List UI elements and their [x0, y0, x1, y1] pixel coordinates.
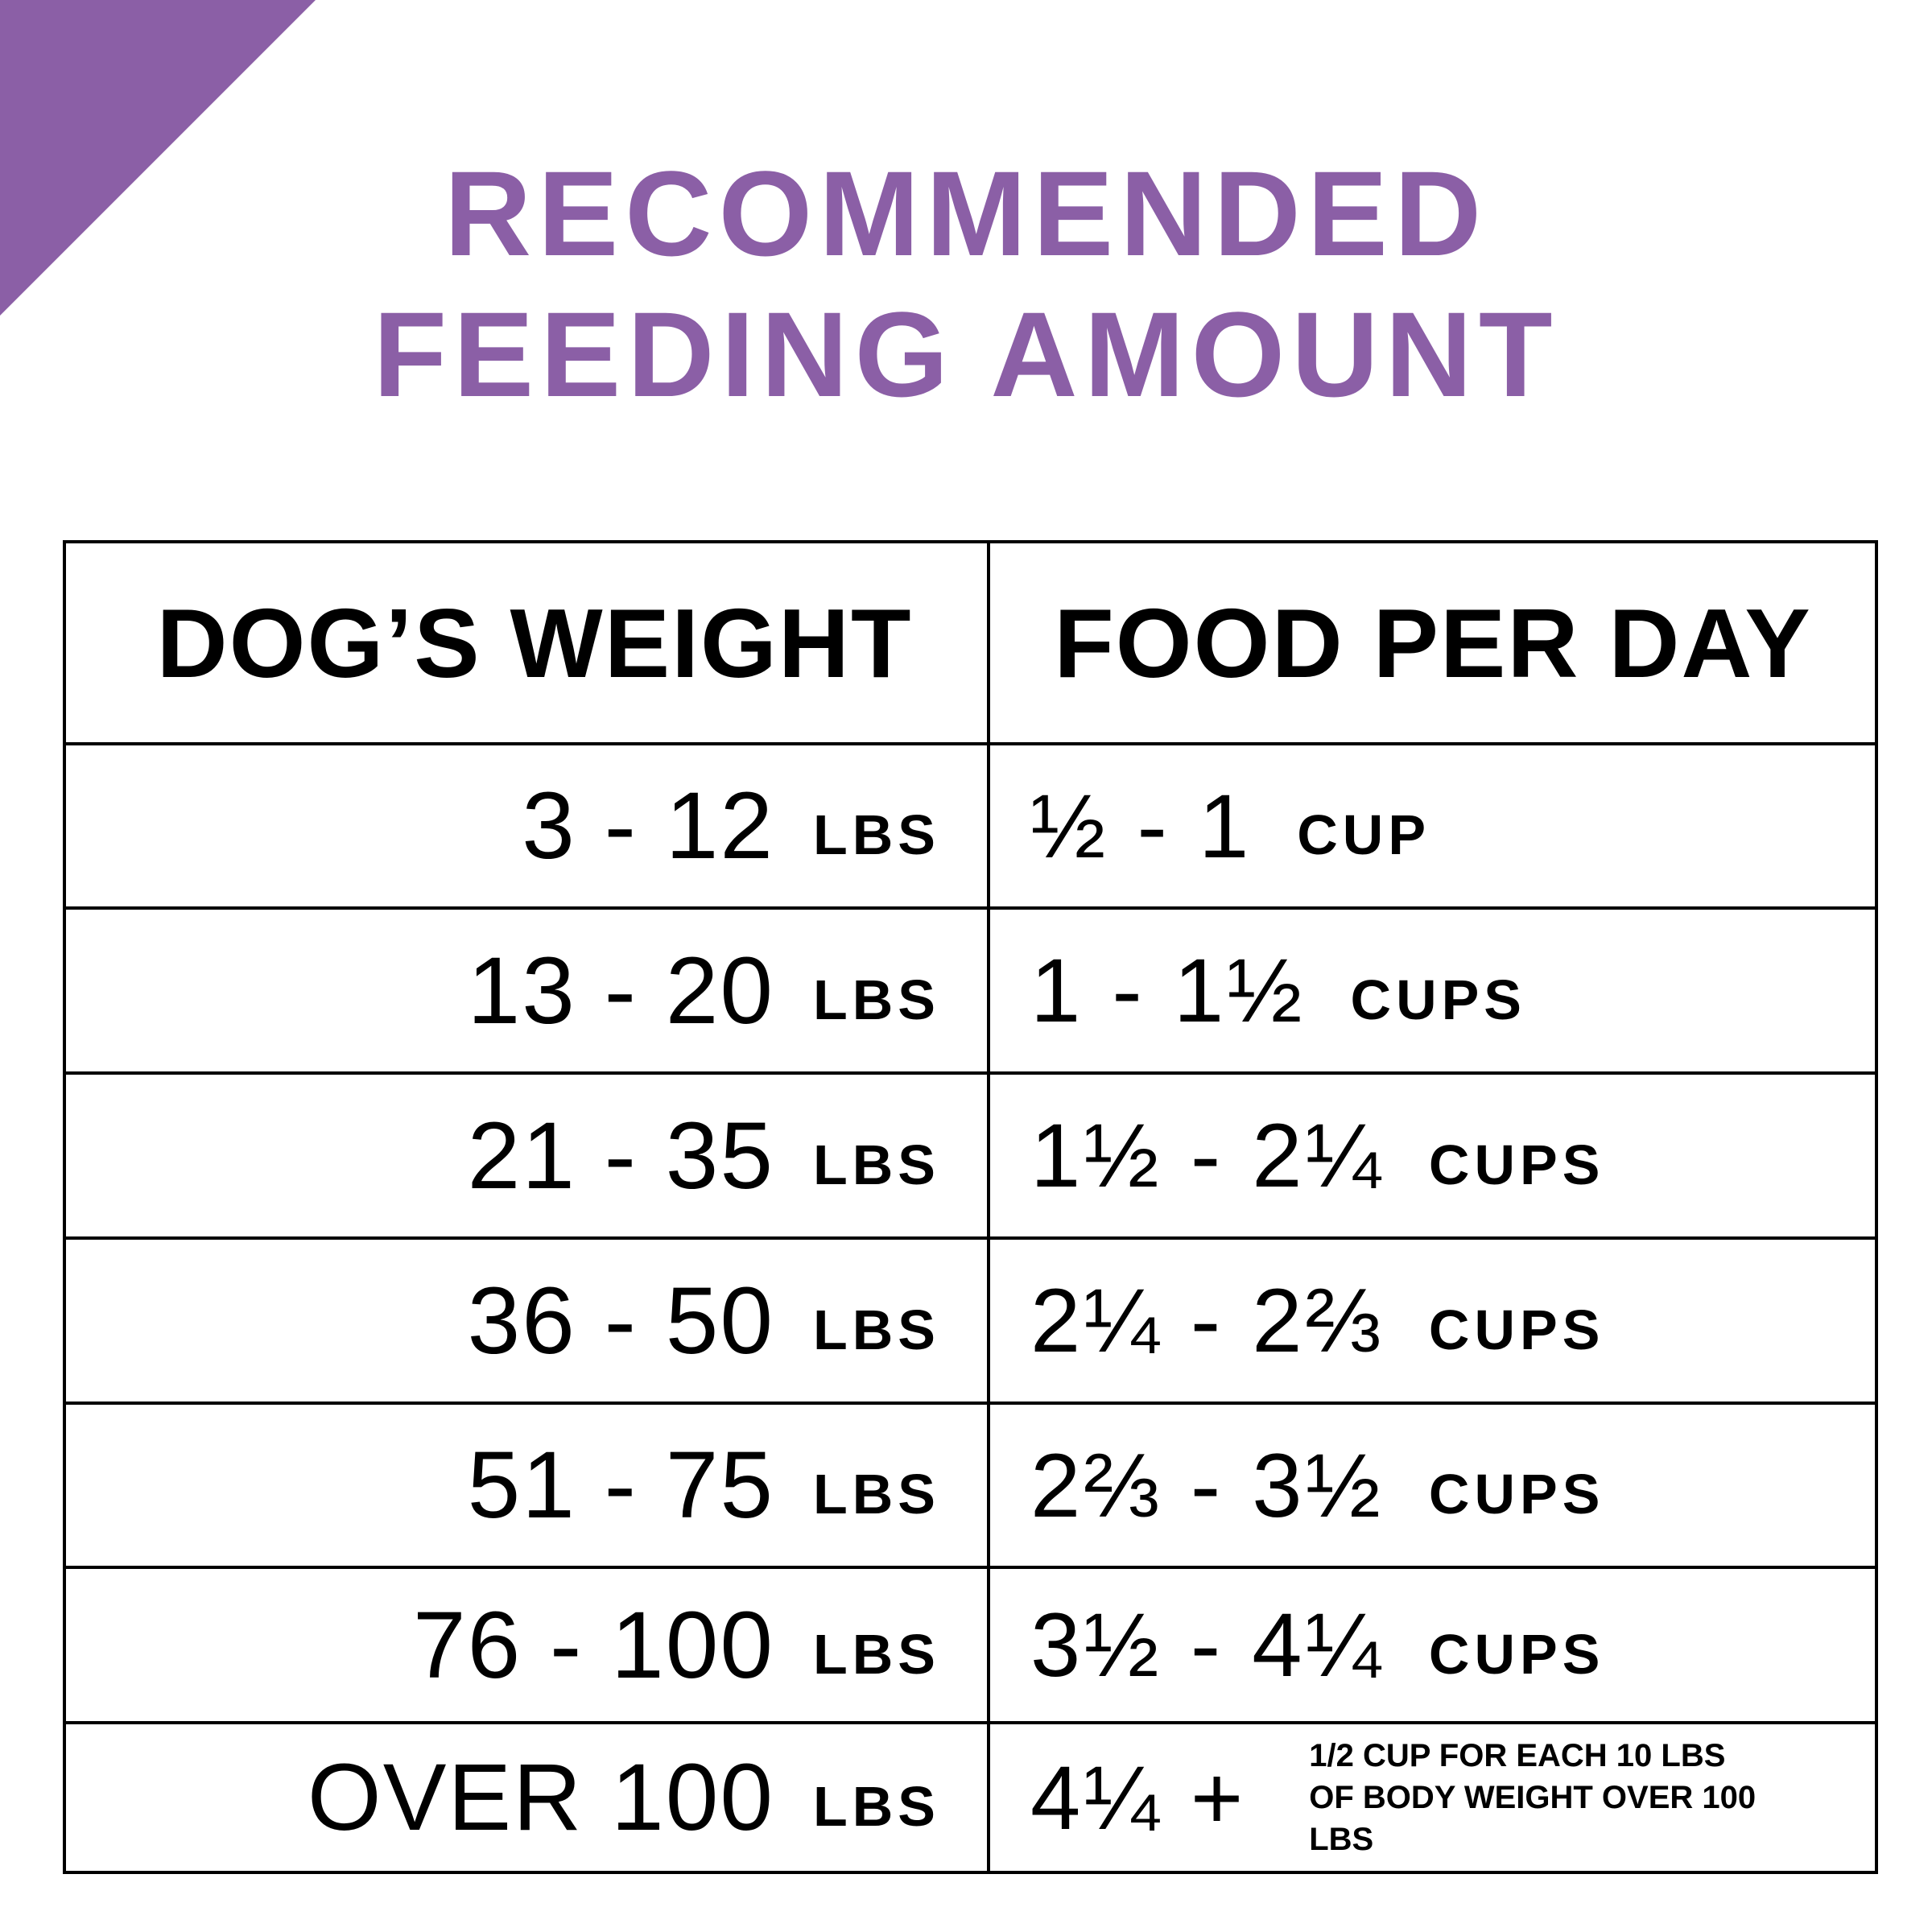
table-row-weight: 36 - 50 LBS [66, 1240, 940, 1402]
row-divider [66, 1721, 1875, 1724]
title-line-2: FEEDING AMOUNT [373, 287, 1559, 422]
title-line-1: RECOMMENDED [444, 146, 1488, 281]
table-row-food: 1½ - 2¼ CUPS [1030, 1075, 1868, 1236]
table-row-food: 4¼ + 1/2 CUP FOR EACH 10 LBS OF BODY WEI… [1030, 1724, 1868, 1871]
header-food-per-day: FOOD PER DAY [1054, 588, 1812, 698]
food-amount: 4¼ + [1030, 1747, 1247, 1848]
row-divider [66, 1236, 1875, 1240]
weight-range: 13 - 20 [467, 937, 774, 1044]
weight-unit: LBS [813, 1775, 940, 1838]
weight-unit: LBS [813, 1622, 940, 1686]
row-divider [66, 1071, 1875, 1075]
weight-range: 51 - 75 [467, 1432, 774, 1538]
weight-range: OVER 100 [307, 1744, 774, 1851]
table-row-weight: 76 - 100 LBS [66, 1569, 940, 1721]
food-amount: 1½ - 2¼ [1030, 1105, 1384, 1206]
row-divider [66, 1566, 1875, 1569]
table-row-food: ½ - 1 CUP [1030, 745, 1868, 906]
weight-range: 36 - 50 [467, 1267, 774, 1374]
row-divider [66, 906, 1875, 910]
table-row-food: 1 - 1½ CUPS [1030, 910, 1868, 1071]
food-unit: CUPS [1428, 1298, 1605, 1361]
food-unit: CUPS [1350, 968, 1526, 1031]
food-amount: 1 - 1½ [1030, 940, 1306, 1041]
weight-range: 3 - 12 [522, 773, 774, 879]
weight-unit: LBS [813, 1463, 940, 1525]
table-row-weight: 3 - 12 LBS [66, 745, 940, 906]
table-row-food: 2¼ - 2⅔ CUPS [1030, 1240, 1868, 1402]
table-row-food: 2⅔ - 3½ CUPS [1030, 1405, 1868, 1566]
table-row-food: 3½ - 4¼ CUPS [1030, 1569, 1868, 1721]
header-dogs-weight: DOG’S WEIGHT [156, 588, 913, 698]
food-amount: 3½ - 4¼ [1030, 1595, 1384, 1695]
food-note: 1/2 CUP FOR EACH 10 LBS OF BODY WEIGHT O… [1309, 1738, 1757, 1857]
weight-range: 21 - 35 [467, 1102, 774, 1209]
food-unit: CUPS [1428, 1622, 1605, 1686]
food-unit: CUPS [1428, 1133, 1605, 1196]
weight-unit: LBS [813, 1133, 940, 1196]
column-divider [987, 543, 990, 1871]
weight-unit: LBS [813, 1298, 940, 1361]
food-amount: 2⅔ - 3½ [1030, 1435, 1384, 1536]
weight-range: 76 - 100 [413, 1591, 774, 1699]
food-amount: ½ - 1 [1030, 775, 1253, 877]
weight-unit: LBS [813, 803, 940, 866]
table-row-weight: 21 - 35 LBS [66, 1075, 940, 1236]
weight-unit: LBS [813, 968, 940, 1031]
food-amount: 2¼ - 2⅔ [1030, 1270, 1384, 1371]
row-divider [66, 742, 1875, 745]
food-unit: CUPS [1428, 1463, 1605, 1525]
row-divider [66, 1402, 1875, 1405]
food-unit: CUP [1297, 803, 1431, 866]
table-row-weight: 13 - 20 LBS [66, 910, 940, 1071]
table-row-weight: OVER 100 LBS [66, 1724, 940, 1871]
feeding-table: DOG’S WEIGHT FOOD PER DAY 3 - 12 LBS ½ -… [63, 540, 1878, 1874]
table-row-weight: 51 - 75 LBS [66, 1405, 940, 1566]
